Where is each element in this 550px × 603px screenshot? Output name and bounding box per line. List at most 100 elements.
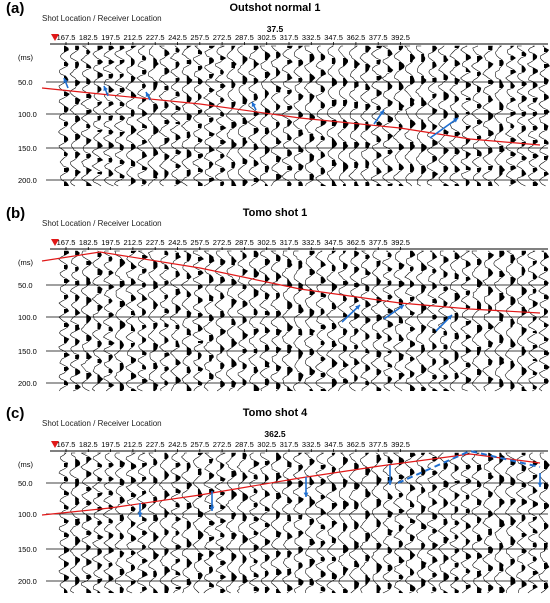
trace-fill xyxy=(220,112,225,116)
trace-fill xyxy=(64,491,69,495)
trace-fill xyxy=(186,94,192,102)
arrow-head-icon xyxy=(387,480,393,485)
trace-fill xyxy=(119,533,124,539)
trace-fill xyxy=(186,559,192,567)
x-tick-label: 377.5 xyxy=(369,33,388,42)
trace-fill xyxy=(544,523,549,529)
trace-fill xyxy=(287,479,293,487)
trace-fill xyxy=(175,545,182,549)
trace-fill xyxy=(432,485,437,491)
trace-fill xyxy=(108,563,113,567)
trace-fill xyxy=(521,96,527,102)
trace-fill xyxy=(220,84,226,88)
trace-fill xyxy=(532,289,537,293)
trace-fill xyxy=(75,46,79,50)
trace-fill xyxy=(499,146,505,152)
trace-fill xyxy=(276,174,282,180)
trace-fill xyxy=(86,589,92,593)
trace-fill xyxy=(108,355,113,361)
trace-fill xyxy=(465,363,471,367)
trace-fill xyxy=(164,471,169,479)
trace-fill xyxy=(376,369,382,375)
trace-fill xyxy=(164,491,170,499)
trace-fill xyxy=(97,172,102,174)
trace-fill xyxy=(75,355,79,359)
trace-fill xyxy=(153,533,159,541)
trace-fill xyxy=(231,553,237,561)
trace-fill xyxy=(387,351,392,353)
trace-fill xyxy=(465,495,470,499)
trace-fill xyxy=(209,118,214,122)
trace-fill xyxy=(331,341,337,347)
seismic-trace xyxy=(471,45,483,187)
trace-fill xyxy=(220,575,226,579)
trace-fill xyxy=(443,573,449,581)
trace-fill xyxy=(443,74,448,80)
trace-fill xyxy=(510,124,515,128)
trace-fill xyxy=(544,365,550,369)
trace-fill xyxy=(75,479,79,487)
trace-fill xyxy=(164,353,170,357)
panel-c: (c) Tomo shot 4 Shot Location / Receiver… xyxy=(0,405,550,603)
trace-fill xyxy=(164,549,169,555)
trace-fill xyxy=(309,251,315,255)
trace-fill xyxy=(410,385,415,391)
trace-fill xyxy=(108,341,115,345)
trace-fill xyxy=(432,389,438,391)
trace-fill xyxy=(510,56,516,60)
trace-fill xyxy=(175,325,180,329)
trace-fill xyxy=(242,331,248,339)
seismic-trace xyxy=(203,45,216,187)
trace-fill xyxy=(242,575,248,583)
trace-fill xyxy=(488,269,493,277)
x-tick-label: 287.5 xyxy=(235,33,254,42)
trace-fill xyxy=(309,497,315,507)
trace-fill xyxy=(343,184,346,186)
trace-fill xyxy=(186,76,193,84)
trace-fill xyxy=(443,345,448,349)
trace-fill xyxy=(432,46,437,52)
seismic-trace xyxy=(136,45,148,187)
trace-fill xyxy=(86,297,92,305)
trace-fill xyxy=(532,154,539,158)
trace-fill xyxy=(97,102,102,106)
seismic-trace xyxy=(259,45,271,187)
seismic-trace xyxy=(426,250,438,392)
trace-fill xyxy=(253,269,259,277)
y-tick-label: 50.0 xyxy=(18,479,33,488)
trace-fill xyxy=(532,331,537,333)
arrow-head-icon xyxy=(447,315,452,320)
trace-fill xyxy=(365,122,371,130)
x-tick-label: 362.5 xyxy=(347,33,366,42)
seismic-trace xyxy=(102,250,115,392)
arrow-head-icon xyxy=(355,305,360,310)
y-tick-label: 50.0 xyxy=(18,281,33,290)
trace-fill xyxy=(376,351,382,357)
trace-fill xyxy=(376,277,381,285)
trace-fill xyxy=(287,367,293,375)
trace-fill xyxy=(376,475,382,485)
trace-fill xyxy=(298,94,304,100)
trace-fill xyxy=(499,475,504,485)
trace-fill xyxy=(197,381,203,385)
trace-fill xyxy=(209,74,214,78)
trace-fill xyxy=(164,381,169,385)
trace-fill xyxy=(231,102,236,108)
trace-fill xyxy=(186,385,192,391)
trace-fill xyxy=(532,543,537,547)
trace-fill xyxy=(376,333,382,339)
trace-fill xyxy=(343,523,348,531)
trace-fill xyxy=(432,94,437,98)
trace-fill xyxy=(142,503,147,509)
seismic-trace xyxy=(69,45,81,187)
trace-fill xyxy=(253,178,260,182)
trace-fill xyxy=(253,573,259,577)
trace-fill xyxy=(532,371,538,375)
trace-fill xyxy=(309,559,315,567)
trace-fill xyxy=(510,361,515,369)
first-break-line xyxy=(41,453,541,516)
trace-fill xyxy=(253,559,258,563)
trace-fill xyxy=(264,587,270,593)
trace-fill xyxy=(197,453,203,455)
trace-fill xyxy=(309,94,315,102)
